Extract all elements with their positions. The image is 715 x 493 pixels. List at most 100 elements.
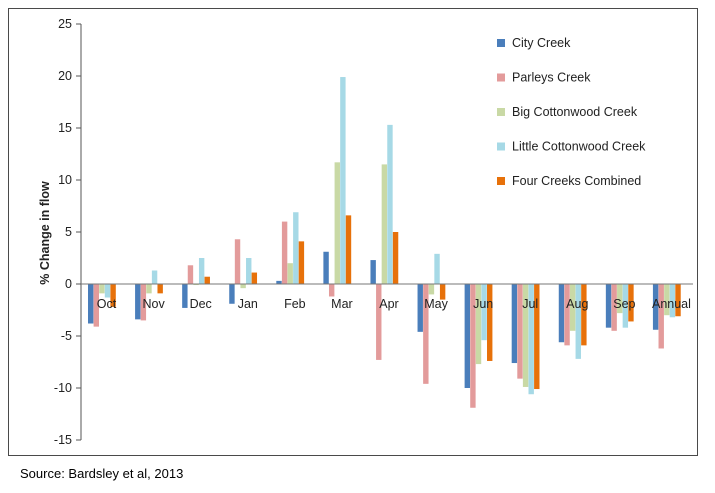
legend-swatch bbox=[497, 108, 505, 116]
bar bbox=[581, 284, 587, 346]
bar bbox=[104, 284, 111, 298]
category-labels-group: Oct Nov Dec Jan Feb Mar Apr May Jun Jul Aug Sep Annu… bbox=[97, 297, 691, 311]
bar bbox=[611, 284, 617, 331]
bar bbox=[251, 272, 258, 284]
bar bbox=[229, 284, 235, 304]
bar bbox=[182, 284, 188, 308]
bar bbox=[370, 260, 376, 284]
legend-swatch bbox=[497, 177, 505, 185]
category-label: Aug bbox=[566, 297, 588, 311]
bar bbox=[428, 284, 435, 295]
bars-group bbox=[88, 77, 681, 408]
bar bbox=[569, 284, 576, 331]
y-tick-label: -15 bbox=[54, 433, 72, 447]
bar bbox=[298, 241, 305, 284]
bar bbox=[110, 284, 116, 307]
bar bbox=[605, 284, 612, 328]
y-tick-label: 15 bbox=[58, 121, 72, 135]
bar bbox=[470, 284, 476, 408]
bar bbox=[675, 284, 681, 317]
legend-swatch bbox=[497, 73, 505, 82]
category-label: Dec bbox=[190, 297, 212, 311]
bar bbox=[135, 284, 141, 320]
bar bbox=[564, 284, 570, 346]
legend-label: Parleys Creek bbox=[512, 71, 591, 85]
bar bbox=[387, 124, 393, 284]
category-label: Apr bbox=[379, 297, 398, 311]
bar bbox=[423, 284, 429, 384]
bar bbox=[481, 284, 487, 341]
source-note: Source: Bardsley et al, 2013 bbox=[20, 466, 184, 481]
bar bbox=[99, 284, 105, 294]
bar bbox=[575, 284, 581, 359]
category-label: Sep bbox=[613, 297, 635, 311]
legend: City Creek Parleys Creek Big Cottonwood Cr… bbox=[497, 36, 646, 188]
legend-label: Big Cottonwood Creek bbox=[512, 105, 638, 119]
bar bbox=[323, 251, 329, 284]
y-tick-label: 10 bbox=[58, 173, 72, 187]
legend-label: Four Creeks Combined bbox=[512, 174, 641, 188]
y-tick-label: 0 bbox=[65, 277, 72, 291]
bar bbox=[417, 284, 423, 332]
bar bbox=[281, 221, 288, 284]
bar bbox=[204, 276, 210, 284]
category-label: Jan bbox=[238, 297, 258, 311]
bar bbox=[187, 265, 194, 284]
bar bbox=[376, 284, 382, 360]
bar bbox=[475, 284, 482, 365]
bar bbox=[664, 284, 670, 316]
category-label: May bbox=[424, 297, 448, 311]
y-tick-label: 25 bbox=[58, 17, 72, 31]
legend-swatch bbox=[497, 39, 505, 47]
bar bbox=[193, 284, 199, 286]
y-tick-label: 20 bbox=[58, 69, 72, 83]
chart-frame: % Change in flow 25 20 15 10 5 0 -5 -10 -15 Oct N… bbox=[8, 8, 698, 456]
bar bbox=[658, 284, 664, 349]
bar bbox=[439, 284, 446, 300]
bar bbox=[276, 280, 282, 284]
legend-label: City Creek bbox=[512, 36, 571, 50]
y-axis-label: % Change in flow bbox=[38, 181, 52, 285]
y-tick-label: -5 bbox=[61, 329, 72, 343]
bar bbox=[528, 284, 534, 395]
bar bbox=[234, 239, 241, 284]
category-label: Jul bbox=[522, 297, 538, 311]
bar bbox=[622, 284, 629, 328]
bar bbox=[522, 284, 529, 387]
bar bbox=[392, 232, 399, 284]
legend-swatch bbox=[497, 142, 505, 151]
bar bbox=[628, 284, 634, 322]
bar bbox=[558, 284, 565, 343]
bar bbox=[340, 77, 346, 284]
bar bbox=[669, 284, 676, 318]
bar bbox=[246, 258, 252, 284]
bar bbox=[464, 284, 471, 388]
y-ticks-group: 25 20 15 10 5 0 -5 -10 -15 bbox=[54, 17, 81, 447]
bar bbox=[334, 162, 340, 284]
bar bbox=[434, 253, 440, 284]
bar bbox=[93, 284, 99, 327]
bar bbox=[381, 164, 388, 284]
category-label: Annual bbox=[652, 297, 691, 311]
category-label: Feb bbox=[284, 297, 306, 311]
bar bbox=[146, 284, 152, 294]
bar bbox=[157, 284, 163, 294]
bar bbox=[652, 284, 659, 330]
bar bbox=[487, 284, 493, 361]
y-tick-label: -10 bbox=[54, 381, 72, 395]
bar bbox=[345, 215, 352, 284]
y-tick-label: 5 bbox=[65, 225, 72, 239]
category-label: Jun bbox=[473, 297, 493, 311]
bar bbox=[88, 284, 94, 324]
bar bbox=[140, 284, 147, 321]
bar bbox=[287, 263, 293, 284]
category-label: Nov bbox=[142, 297, 165, 311]
bar-chart: % Change in flow 25 20 15 10 5 0 -5 -10 -15 Oct N… bbox=[38, 17, 693, 447]
bar bbox=[240, 284, 246, 289]
bar bbox=[617, 284, 623, 314]
category-label: Oct bbox=[97, 297, 117, 311]
bar bbox=[534, 284, 540, 390]
bar bbox=[293, 212, 299, 284]
legend-label: Little Cottonwood Creek bbox=[512, 140, 646, 154]
category-label: Mar bbox=[331, 297, 353, 311]
